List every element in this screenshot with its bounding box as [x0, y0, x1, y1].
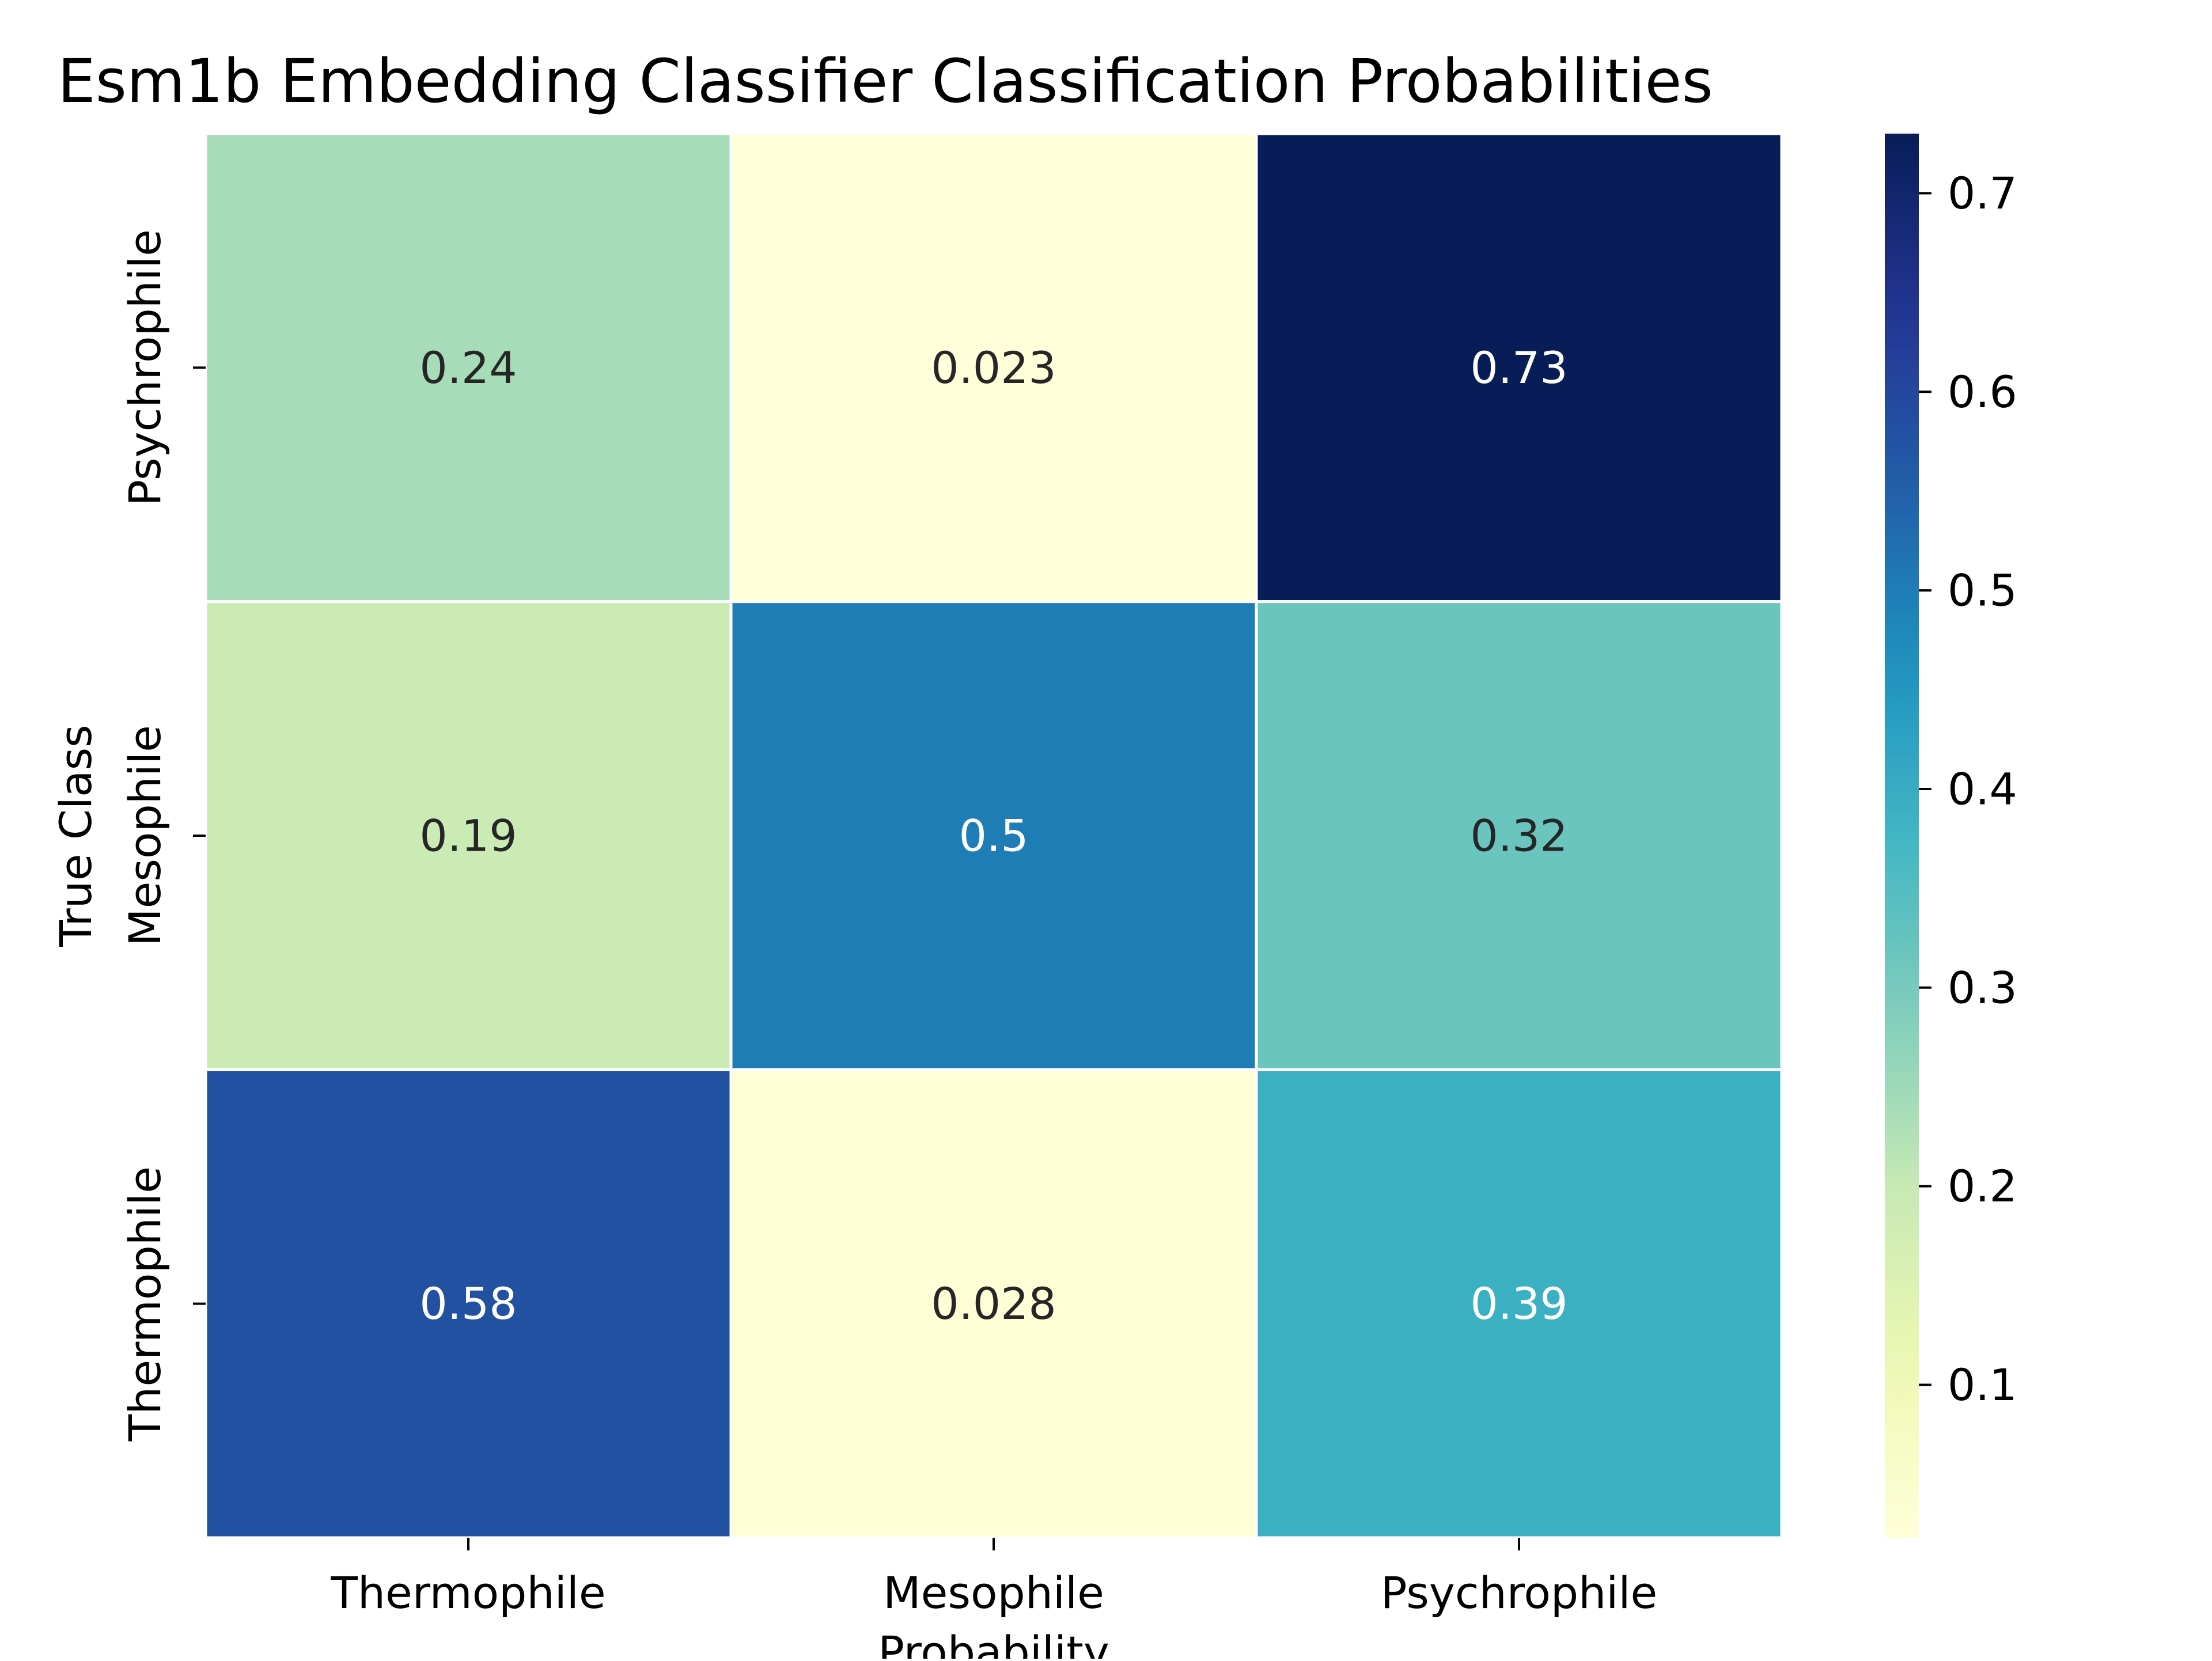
- colorbar-tick-label: 0.7: [1948, 168, 2017, 219]
- chart-title: Esm1b Embedding Classifier Classificatio…: [58, 46, 1713, 116]
- y-axis: Psychrophile Mesophile Thermophile True Cla…: [50, 229, 206, 1442]
- y-tick-label: Psychrophile: [119, 229, 171, 506]
- y-tick-label: Thermophile: [119, 1166, 171, 1442]
- heatmap-cell: [204, 1068, 733, 1539]
- heatmap-cell: [1255, 600, 1783, 1071]
- heatmap-cell: [204, 600, 733, 1071]
- cell-value-label: 0.58: [419, 1278, 517, 1329]
- heatmap-cell: [1255, 132, 1783, 604]
- heatmap-cell: [204, 132, 733, 604]
- cell-value-label: 0.24: [419, 342, 517, 393]
- cell-value-label: 0.5: [959, 810, 1029, 862]
- cell-value-label: 0.19: [419, 810, 517, 862]
- x-tick-label: Mesophile: [883, 1567, 1104, 1618]
- x-axis: Thermophile Mesophile Psychrophile Probabil…: [330, 1538, 1658, 1661]
- cell-value-label: 0.028: [931, 1278, 1056, 1329]
- heatmap-cell: [729, 600, 1258, 1071]
- x-tick-label: Thermophile: [330, 1567, 605, 1618]
- x-axis-label: Probability: [878, 1626, 1109, 1659]
- cell-value-label: 0.32: [1470, 810, 1567, 862]
- heatmap-cell: [729, 1068, 1258, 1539]
- colorbar-gradient: [1885, 134, 1919, 1538]
- colorbar-tick-label: 0.4: [1948, 763, 2017, 814]
- colorbar-tick-label: 0.6: [1948, 366, 2017, 418]
- cell-value-label: 0.39: [1470, 1278, 1567, 1329]
- heatmap-cells: [204, 132, 1783, 1539]
- y-tick-label: Mesophile: [119, 725, 171, 946]
- colorbar-tick-label: 0.5: [1948, 565, 2017, 616]
- colorbar: 0.1 0.2 0.3 0.4 0.5 0.6 0.7: [1885, 134, 2017, 1538]
- colorbar-tick-label: 0.3: [1948, 962, 2017, 1013]
- cell-annotations: 0.24 0.023 0.73 0.19 0.5 0.32 0.58 0.028 0.39: [419, 342, 1567, 1329]
- colorbar-tick-label: 0.1: [1948, 1359, 2017, 1410]
- y-axis-label: True Class: [50, 725, 101, 947]
- cell-value-label: 0.73: [1470, 342, 1567, 393]
- cell-value-label: 0.023: [931, 342, 1056, 393]
- heatmap-cell: [729, 132, 1258, 604]
- x-tick-label: Psychrophile: [1381, 1567, 1658, 1618]
- colorbar-tick-label: 0.2: [1948, 1161, 2017, 1212]
